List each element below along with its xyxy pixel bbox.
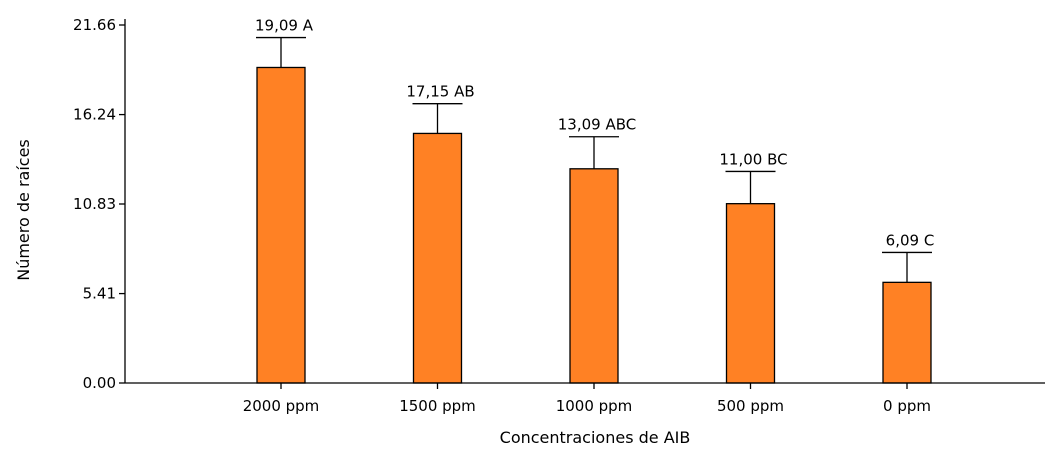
data-label: 19,09 A <box>255 17 314 35</box>
x-tick-label: 500 ppm <box>717 397 784 415</box>
data-label: 13,09 ABC <box>558 116 636 134</box>
bar <box>725 203 776 384</box>
bars <box>256 66 932 384</box>
y-tick-label: 16.24 <box>73 106 116 124</box>
x-axis-ticks: 2000 ppm 1500 ppm 1000 ppm 500 ppm 0 ppm <box>243 383 931 415</box>
data-label: 17,15 AB <box>406 83 474 101</box>
bar <box>882 281 932 384</box>
y-tick-label: 21.66 <box>73 16 116 34</box>
bar <box>569 168 619 384</box>
data-label: 11,00 BC <box>719 150 787 168</box>
x-tick-label: 1000 ppm <box>556 397 633 415</box>
x-axis-title: Concentraciones de AIB <box>500 428 691 447</box>
y-axis-title: Número de raíces <box>14 139 33 281</box>
bar <box>412 132 463 384</box>
x-tick-label: 2000 ppm <box>243 397 320 415</box>
y-tick-label: 0.00 <box>83 374 116 392</box>
x-tick-label: 0 ppm <box>883 397 931 415</box>
y-axis-ticks: 0.00 5.41 10.83 16.24 21.66 <box>73 16 125 392</box>
data-label: 6,09 C <box>886 231 935 249</box>
bar <box>256 66 306 384</box>
y-tick-label: 10.83 <box>73 195 116 213</box>
y-tick-label: 5.41 <box>83 285 116 303</box>
x-tick-label: 1500 ppm <box>399 397 476 415</box>
data-labels: 19,09 A 17,15 AB 13,09 ABC 11,00 BC 6,09 C <box>255 17 934 250</box>
error-bars <box>256 36 932 283</box>
